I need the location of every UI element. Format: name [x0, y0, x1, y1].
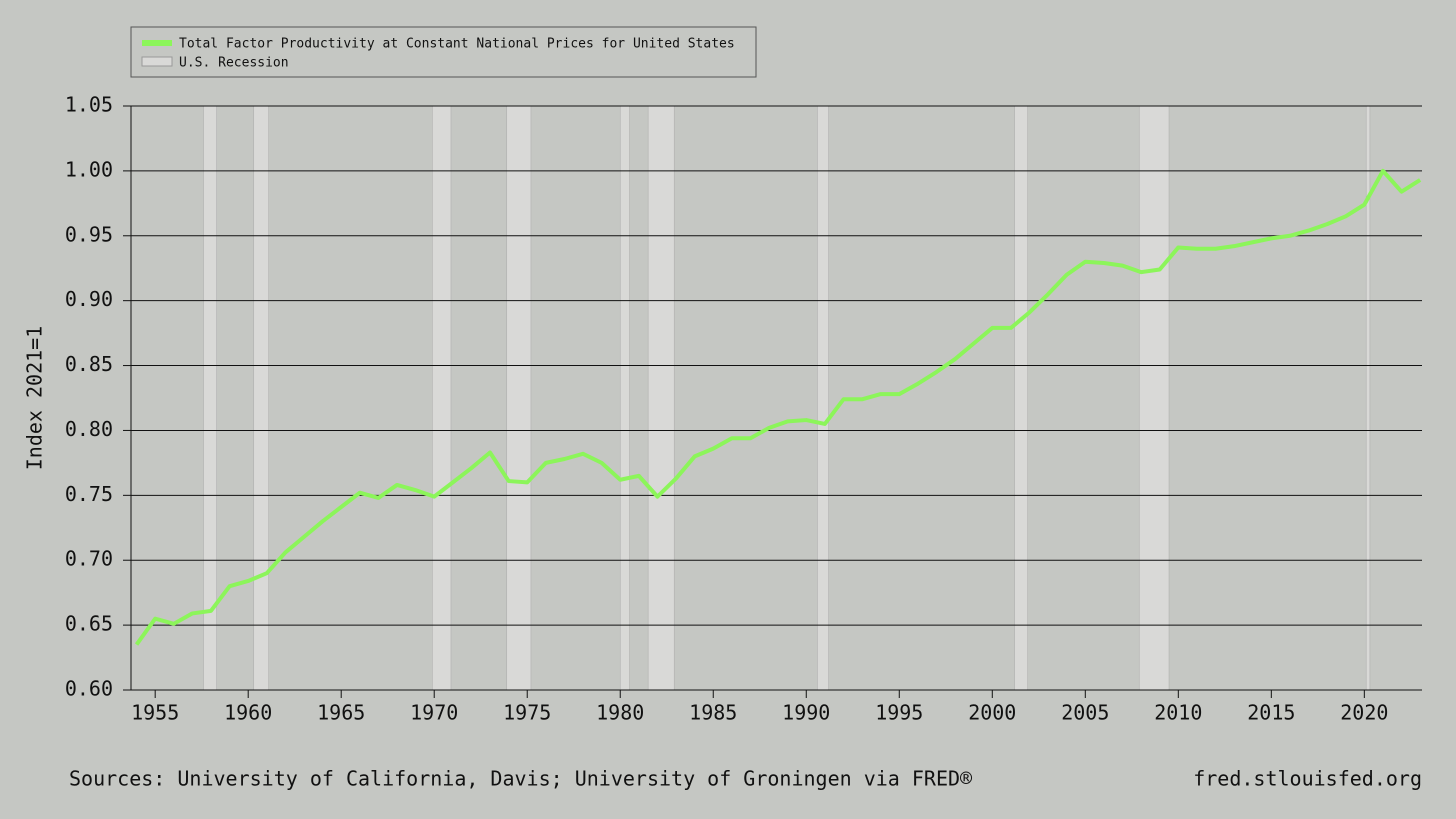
recession-band	[506, 105, 532, 691]
y-tick-label: 0.85	[65, 352, 113, 376]
x-tick-label: 1960	[224, 701, 272, 725]
legend-swatch	[141, 56, 173, 67]
x-tick-label: 1990	[782, 701, 830, 725]
x-tick-label: 2005	[1061, 701, 1109, 725]
y-tick-label: 0.70	[65, 547, 113, 571]
site: fred.stlouisfed.org	[1193, 767, 1422, 791]
recession-band	[1138, 105, 1170, 691]
y-tick-label: 0.95	[65, 222, 113, 246]
legend-box	[130, 26, 757, 78]
y-tick-label: 1.00	[65, 157, 113, 181]
source: Sources: University of California, Davis…	[69, 767, 973, 791]
y-tick-label: 0.80	[65, 417, 113, 441]
legend-label: Total Factor Productivity at Constant Na…	[179, 37, 735, 52]
y-axis-label: Index 2021=1	[23, 326, 47, 471]
recession-band	[817, 105, 829, 691]
x-tick-label: 2010	[1154, 701, 1202, 725]
recession-band	[1014, 105, 1028, 691]
recession-band	[203, 105, 217, 691]
y-tick-label: 1.05	[65, 93, 113, 117]
legend-label: U.S. Recession	[179, 56, 289, 71]
x-tick-label: 1995	[875, 701, 923, 725]
y-tick-label: 0.75	[65, 482, 113, 506]
x-tick-label: 2000	[968, 701, 1016, 725]
recession-band	[619, 105, 630, 691]
y-tick-label: 0.90	[65, 287, 113, 311]
recession-band	[647, 105, 675, 691]
recession-band	[253, 105, 269, 691]
x-tick-label: 1970	[410, 701, 458, 725]
recession-band	[432, 105, 452, 691]
y-tick-label: 0.65	[65, 612, 113, 636]
y-tick-label: 0.60	[65, 677, 113, 701]
x-tick-label: 2015	[1247, 701, 1295, 725]
x-tick-label: 1975	[503, 701, 551, 725]
series-line	[134, 168, 1422, 646]
x-tick-label: 1985	[689, 701, 737, 725]
plot-area: 0.60 0.65 0.70 0.75 0.80 0.85 0.90 0.95 1.00 1.05…	[65, 93, 1422, 725]
x-tick-label: 1955	[131, 701, 179, 725]
x-tick-label: 2020	[1340, 701, 1388, 725]
x-tick-label: 1980	[596, 701, 644, 725]
x-tick-label: 1965	[317, 701, 365, 725]
